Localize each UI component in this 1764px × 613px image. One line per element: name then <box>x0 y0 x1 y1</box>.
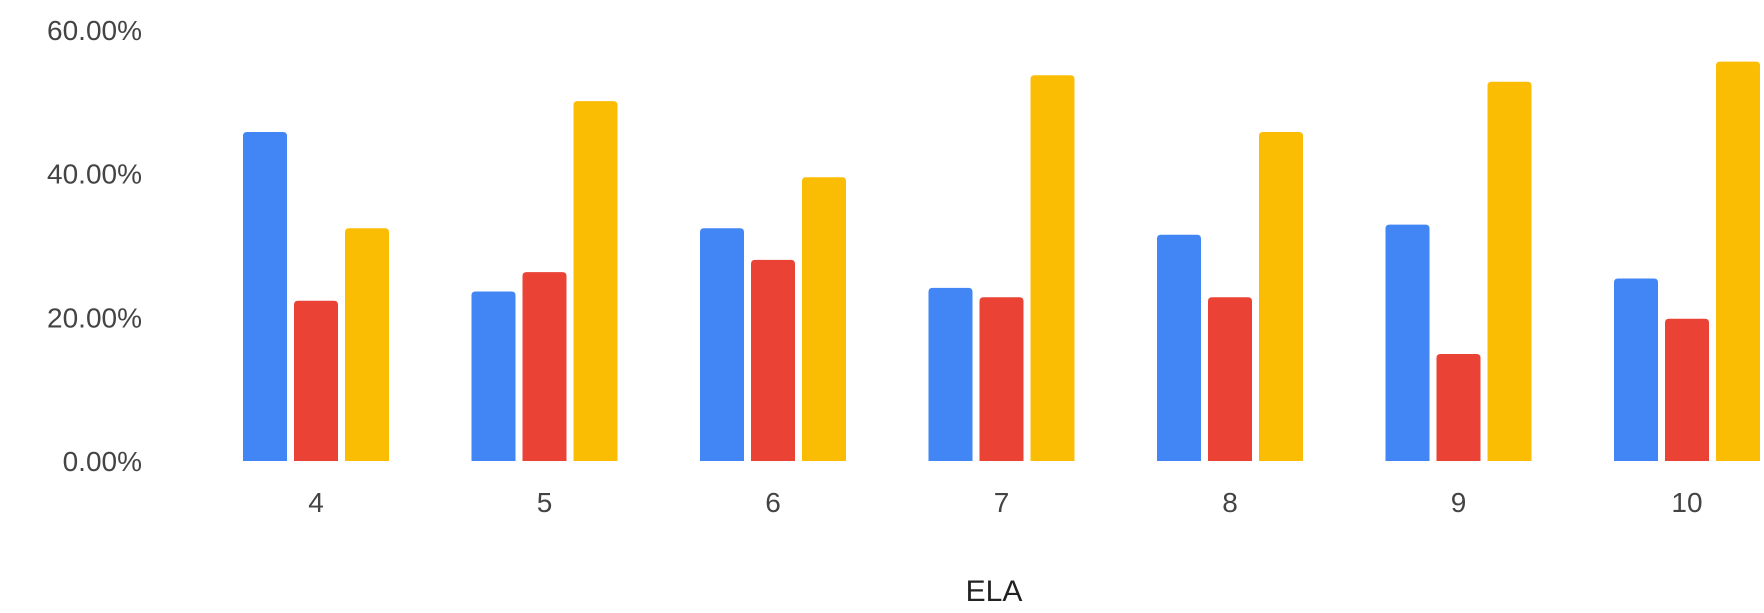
bar-4-series-2 <box>294 300 338 461</box>
bar-4-series-1 <box>243 132 287 461</box>
bar-8-series-3 <box>1259 132 1303 461</box>
x-axis-title: ELA <box>966 575 1023 608</box>
bar-8-series-1 <box>1157 234 1201 461</box>
x-tick-label: 4 <box>308 487 324 518</box>
bar-9-series-1 <box>1385 224 1430 461</box>
x-tick-label: 8 <box>1222 487 1238 518</box>
bar-4-series-3 <box>345 228 389 461</box>
bars <box>243 61 1760 462</box>
bar-5-series-1 <box>471 291 516 461</box>
bar-6-series-1 <box>700 228 744 461</box>
bar-9-series-3 <box>1487 81 1532 461</box>
bar-10-series-3 <box>1716 61 1760 462</box>
bar-5-series-2 <box>522 272 567 461</box>
y-tick-label: 20.00% <box>47 302 142 333</box>
x-tick-label: 9 <box>1451 487 1467 518</box>
x-tick-label: 6 <box>765 487 781 518</box>
bar-10-series-2 <box>1665 318 1709 461</box>
bar-7-series-2 <box>979 297 1024 461</box>
y-tick-label: 40.00% <box>47 159 142 190</box>
x-tick-label: 7 <box>994 487 1010 518</box>
bar-9-series-2 <box>1436 353 1481 461</box>
bar-5-series-3 <box>573 101 618 462</box>
bar-6-series-3 <box>802 177 846 461</box>
x-tick-label: 5 <box>537 487 553 518</box>
bar-7-series-1 <box>928 287 973 461</box>
bar-8-series-2 <box>1208 297 1252 461</box>
bar-10-series-1 <box>1614 278 1658 461</box>
bar-7-series-3 <box>1030 75 1075 461</box>
y-tick-label: 0.00% <box>63 446 142 477</box>
x-axis-ticks: 4 5 6 7 8 9 10 <box>308 487 1702 518</box>
y-tick-label: 60.00% <box>47 15 142 46</box>
x-tick-label: 10 <box>1671 487 1702 518</box>
y-axis-ticks: 0.00% 20.00% 40.00% 60.00% <box>47 15 142 477</box>
bar-6-series-2 <box>751 259 795 461</box>
